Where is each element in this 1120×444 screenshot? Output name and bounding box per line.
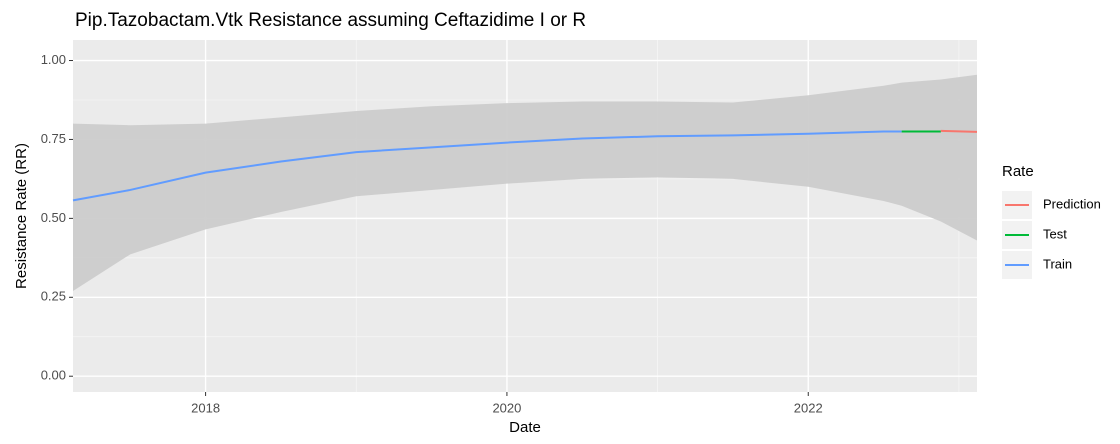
x-tick-label: 2022 — [794, 400, 823, 415]
y-tick-label: 0.25 — [41, 289, 66, 304]
series-line — [940, 129, 978, 133]
y-axis-label: Resistance Rate (RR) — [13, 143, 30, 289]
chart-title: Pip.Tazobactam.Vtk Resistance assuming C… — [75, 10, 586, 31]
legend-label: Test — [1043, 226, 1067, 241]
y-tick-label: 1.00 — [41, 52, 66, 67]
legend-title: Rate — [1002, 163, 1034, 180]
x-tick-label: 2020 — [492, 400, 521, 415]
y-tick-label: 0.75 — [41, 131, 66, 146]
y-tick-label: 0.50 — [41, 210, 66, 225]
legend-label: Train — [1043, 256, 1072, 271]
series-line — [72, 130, 902, 202]
x-tick-label: 2018 — [191, 400, 220, 415]
legend-label: Prediction — [1043, 196, 1101, 211]
confidence-ribbon — [73, 74, 977, 291]
y-tick-label: 0.00 — [41, 368, 66, 383]
x-axis-label: Date — [509, 419, 541, 436]
